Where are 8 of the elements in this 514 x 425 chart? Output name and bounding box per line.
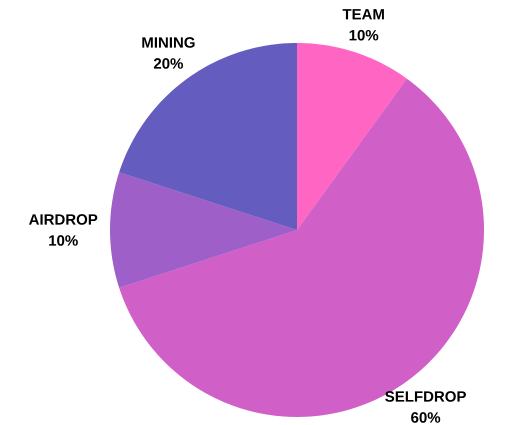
slice-label: MINING <box>142 37 195 48</box>
data-label: 10% <box>350 30 378 41</box>
data-label: 10% <box>49 235 78 246</box>
slice-label: AIRDROP <box>29 214 98 225</box>
slice-label: TEAM <box>342 9 384 20</box>
slice-label: SELFDROP <box>385 391 466 402</box>
data-label: 60% <box>411 412 440 423</box>
data-label: 20% <box>154 58 184 69</box>
